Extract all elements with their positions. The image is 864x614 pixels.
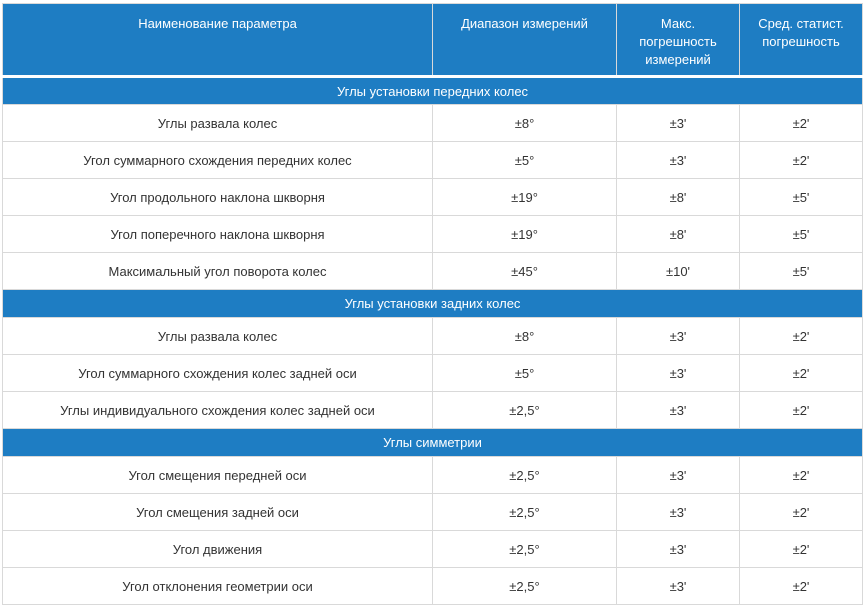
table-body: Углы установки передних колес Углы развал… bbox=[2, 76, 863, 605]
col-header-max-error: Макс. погрешность измерений bbox=[616, 3, 740, 78]
max-error-cell: ±3' bbox=[616, 391, 740, 429]
stat-error-cell: ±2' bbox=[739, 391, 863, 429]
section-header-row: Углы симметрии bbox=[2, 428, 863, 457]
section-header-row: Углы установки задних колес bbox=[2, 289, 863, 318]
table-row: Угол продольного наклона шкворня ±19° ±8' ±… bbox=[2, 178, 863, 216]
parameter-name-cell: Угол отклонения геометрии оси bbox=[2, 567, 433, 605]
table-row: Максимальный угол поворота колес ±45° ±10'… bbox=[2, 252, 863, 290]
table-row: Угол смещения передней оси ±2,5° ±3' ±2' bbox=[2, 456, 863, 494]
max-error-cell: ±3' bbox=[616, 493, 740, 531]
stat-error-cell: ±5' bbox=[739, 252, 863, 290]
table-row: Угол отклонения геометрии оси ±2,5° ±3' ±2' bbox=[2, 567, 863, 605]
table-row: Угол поперечного наклона шкворня ±19° ±8' ±… bbox=[2, 215, 863, 253]
measurement-range-cell: ±5° bbox=[432, 354, 617, 392]
max-error-cell: ±3' bbox=[616, 317, 740, 355]
measurement-range-cell: ±45° bbox=[432, 252, 617, 290]
parameter-name-cell: Углы развала колес bbox=[2, 317, 433, 355]
stat-error-cell: ±5' bbox=[739, 178, 863, 216]
parameter-name-cell: Максимальный угол поворота колес bbox=[2, 252, 433, 290]
stat-error-cell: ±2' bbox=[739, 317, 863, 355]
stat-error-cell: ±5' bbox=[739, 215, 863, 253]
max-error-cell: ±3' bbox=[616, 104, 740, 142]
stat-error-cell: ±2' bbox=[739, 141, 863, 179]
parameter-name-cell: Угол суммарного схождения колес задней о… bbox=[2, 354, 433, 392]
measurement-range-cell: ±2,5° bbox=[432, 567, 617, 605]
stat-error-cell: ±2' bbox=[739, 493, 863, 531]
measurement-range-cell: ±8° bbox=[432, 104, 617, 142]
section-title: Углы установки передних колес bbox=[2, 76, 863, 105]
parameter-name-cell: Угол смещения передней оси bbox=[2, 456, 433, 494]
stat-error-cell: ±2' bbox=[739, 354, 863, 392]
measurement-range-cell: ±5° bbox=[432, 141, 617, 179]
measurement-range-cell: ±19° bbox=[432, 178, 617, 216]
parameter-name-cell: Угол движения bbox=[2, 530, 433, 568]
col-header-parameter-name: Наименование параметра bbox=[2, 3, 433, 78]
measurement-range-cell: ±2,5° bbox=[432, 456, 617, 494]
max-error-cell: ±8' bbox=[616, 215, 740, 253]
stat-error-cell: ±2' bbox=[739, 530, 863, 568]
max-error-cell: ±3' bbox=[616, 141, 740, 179]
max-error-cell: ±8' bbox=[616, 178, 740, 216]
section-title: Углы симметрии bbox=[2, 428, 863, 457]
max-error-cell: ±3' bbox=[616, 567, 740, 605]
section-header-row: Углы установки передних колес bbox=[2, 76, 863, 105]
max-error-cell: ±3' bbox=[616, 354, 740, 392]
measurement-range-cell: ±19° bbox=[432, 215, 617, 253]
max-error-cell: ±3' bbox=[616, 530, 740, 568]
table-row: Угол суммарного схождения колес задней о… bbox=[2, 354, 863, 392]
parameter-name-cell: Углы развала колес bbox=[2, 104, 433, 142]
wheel-alignment-spec-table: Наименование параметра Диапазон измерени… bbox=[2, 3, 863, 605]
max-error-cell: ±10' bbox=[616, 252, 740, 290]
measurement-range-cell: ±2,5° bbox=[432, 530, 617, 568]
max-error-cell: ±3' bbox=[616, 456, 740, 494]
measurement-range-cell: ±8° bbox=[432, 317, 617, 355]
parameter-name-cell: Угол поперечного наклона шкворня bbox=[2, 215, 433, 253]
stat-error-cell: ±2' bbox=[739, 104, 863, 142]
parameter-name-cell: Углы индивидуального схождения колес зад… bbox=[2, 391, 433, 429]
table-row: Угол смещения задней оси ±2,5° ±3' ±2' bbox=[2, 493, 863, 531]
table-row: Угол суммарного схождения передних колес… bbox=[2, 141, 863, 179]
measurement-range-cell: ±2,5° bbox=[432, 391, 617, 429]
measurement-range-cell: ±2,5° bbox=[432, 493, 617, 531]
parameter-name-cell: Угол продольного наклона шкворня bbox=[2, 178, 433, 216]
col-header-stat-error: Сред. статист. погрешность bbox=[739, 3, 863, 78]
column-header-row: Наименование параметра Диапазон измерени… bbox=[2, 3, 863, 78]
col-header-measurement-range: Диапазон измерений bbox=[432, 3, 617, 78]
parameter-name-cell: Угол смещения задней оси bbox=[2, 493, 433, 531]
table-row: Углы развала колес ±8° ±3' ±2' bbox=[2, 104, 863, 142]
stat-error-cell: ±2' bbox=[739, 567, 863, 605]
section-title: Углы установки задних колес bbox=[2, 289, 863, 318]
parameter-name-cell: Угол суммарного схождения передних колес bbox=[2, 141, 433, 179]
stat-error-cell: ±2' bbox=[739, 456, 863, 494]
table-row: Угол движения ±2,5° ±3' ±2' bbox=[2, 530, 863, 568]
table-row: Углы индивидуального схождения колес зад… bbox=[2, 391, 863, 429]
table-row: Углы развала колес ±8° ±3' ±2' bbox=[2, 317, 863, 355]
